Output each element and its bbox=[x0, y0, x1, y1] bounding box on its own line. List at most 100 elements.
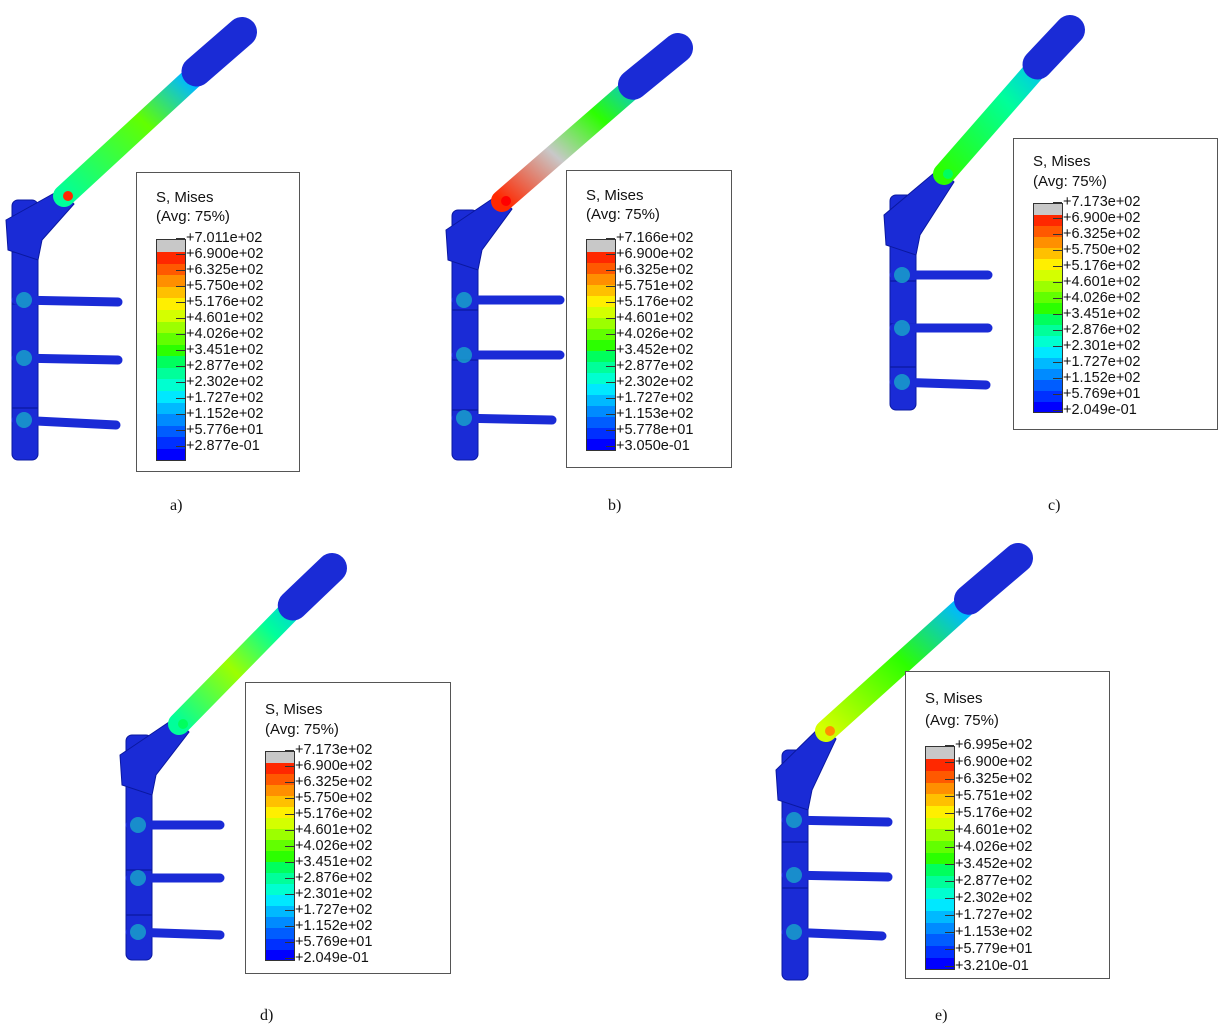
color-scale-segment bbox=[266, 752, 294, 763]
legend-tick: +6.900e+02 bbox=[1063, 211, 1140, 225]
color-scale-segment bbox=[926, 817, 954, 829]
stress-legend-c: S, Mises (Avg: 75%) +7.173e+02 +6.900e+0… bbox=[1013, 138, 1218, 430]
legend-tick: +2.877e+02 bbox=[955, 874, 1032, 888]
panel-c: S, Mises (Avg: 75%) +7.173e+02 +6.900e+0… bbox=[860, 0, 1218, 520]
caption-b: b) bbox=[608, 497, 621, 515]
legend-tick: +5.176e+02 bbox=[295, 807, 372, 821]
legend-tick: +2.877e+02 bbox=[186, 359, 263, 373]
color-scale-segment bbox=[926, 957, 954, 969]
stress-legend-a: S, Mises (Avg: 75%) +7.011e+02 +6.900e+0… bbox=[136, 172, 300, 472]
color-scale-segment bbox=[157, 391, 185, 403]
legend-subtitle: (Avg: 75%) bbox=[586, 206, 660, 223]
legend-tick: +7.173e+02 bbox=[295, 743, 372, 757]
color-scale-segment bbox=[266, 851, 294, 862]
panel-e: S, Mises (Avg: 75%) +6.995e+02 +6.900e+0… bbox=[760, 540, 1180, 1035]
legend-tick: +6.325e+02 bbox=[1063, 227, 1140, 241]
color-scale-segment bbox=[587, 439, 615, 451]
color-scale-segment bbox=[157, 240, 185, 252]
color-scale-segment bbox=[157, 367, 185, 379]
color-scale-segment bbox=[157, 448, 185, 460]
color-scale-segment bbox=[157, 298, 185, 310]
legend-tick: +7.011e+02 bbox=[186, 231, 262, 245]
stress-hotspot bbox=[501, 196, 511, 206]
legend-tick: +5.176e+02 bbox=[1063, 259, 1140, 273]
legend-title: S, Mises bbox=[265, 701, 323, 718]
color-scale-segment bbox=[157, 437, 185, 449]
arm-end-block bbox=[633, 48, 678, 85]
legend-tick: +5.769e+01 bbox=[295, 935, 372, 949]
color-scale-segment bbox=[926, 770, 954, 782]
color-scale-segment bbox=[926, 864, 954, 876]
legend-tick: +1.153e+02 bbox=[616, 407, 693, 421]
legend-tick: +5.769e+01 bbox=[1063, 387, 1140, 401]
color-scale-segment bbox=[1034, 259, 1062, 270]
legend-tick: +6.900e+02 bbox=[616, 247, 693, 261]
legend-tick: +1.727e+02 bbox=[186, 391, 263, 405]
panel-b: S, Mises (Avg: 75%) +7.166e+02 +6.900e+0… bbox=[420, 0, 820, 520]
legend-title: S, Mises bbox=[156, 189, 214, 206]
legend-tick: +7.166e+02 bbox=[616, 231, 693, 245]
legend-tick: +3.451e+02 bbox=[186, 343, 263, 357]
color-scale-segment bbox=[1034, 390, 1062, 401]
legend-tick: +3.451e+02 bbox=[1063, 307, 1140, 321]
legend-tick: +3.452e+02 bbox=[616, 343, 693, 357]
legend-tick: +6.900e+02 bbox=[295, 759, 372, 773]
legend-subtitle: (Avg: 75%) bbox=[1033, 173, 1107, 190]
color-scale-segment bbox=[266, 938, 294, 949]
caption-d: d) bbox=[260, 1007, 273, 1025]
panel-d: S, Mises (Avg: 75%) +7.173e+02 +6.900e+0… bbox=[100, 540, 500, 1035]
legend-tick: +5.751e+02 bbox=[616, 279, 693, 293]
finger-joint-stress bbox=[894, 374, 910, 390]
legend-tick: +2.301e+02 bbox=[295, 887, 372, 901]
legend-tick: +2.301e+02 bbox=[1063, 339, 1140, 353]
legend-tick: +1.152e+02 bbox=[186, 407, 263, 421]
color-scale-segment bbox=[1034, 237, 1062, 248]
stress-legend-e: S, Mises (Avg: 75%) +6.995e+02 +6.900e+0… bbox=[905, 671, 1110, 979]
legend-tick: +6.325e+02 bbox=[295, 775, 372, 789]
legend-subtitle: (Avg: 75%) bbox=[265, 721, 339, 738]
color-scale-segment bbox=[587, 406, 615, 418]
legend-tick: +2.302e+02 bbox=[616, 375, 693, 389]
legend-tick: +1.152e+02 bbox=[1063, 371, 1140, 385]
color-scale-segment bbox=[266, 774, 294, 785]
color-scale-segment bbox=[587, 240, 615, 252]
legend-tick: +6.325e+02 bbox=[616, 263, 693, 277]
legend-tick: +2.877e+02 bbox=[616, 359, 693, 373]
color-scale-segment bbox=[266, 763, 294, 774]
color-scale-segment bbox=[587, 262, 615, 274]
color-scale-segment bbox=[157, 414, 185, 426]
caption-a: a) bbox=[170, 497, 182, 515]
legend-title: S, Mises bbox=[1033, 153, 1091, 170]
legend-tick: +5.778e+01 bbox=[616, 423, 693, 437]
arm-end-block bbox=[969, 558, 1018, 600]
finger-joint-stress bbox=[16, 412, 32, 428]
finger-joint-stress bbox=[786, 812, 802, 828]
legend-tick: +5.750e+02 bbox=[295, 791, 372, 805]
caption-e: e) bbox=[935, 1007, 947, 1025]
color-scale-segment bbox=[1034, 313, 1062, 324]
color-scale-segment bbox=[587, 273, 615, 285]
finger-joint-stress bbox=[456, 410, 472, 426]
legend-tick: +4.601e+02 bbox=[616, 311, 693, 325]
arm-end-block bbox=[197, 32, 243, 72]
color-scale-segment bbox=[587, 384, 615, 396]
legend-tick: +4.026e+02 bbox=[955, 840, 1032, 854]
color-scale-segment bbox=[1034, 379, 1062, 390]
stress-hotspot bbox=[178, 719, 188, 729]
finger-joint-stress bbox=[130, 870, 146, 886]
legend-tick: +6.325e+02 bbox=[955, 772, 1032, 786]
legend-title: S, Mises bbox=[586, 187, 644, 204]
legend-tick: +2.876e+02 bbox=[295, 871, 372, 885]
color-scale-segment bbox=[157, 425, 185, 437]
color-scale-segment bbox=[587, 317, 615, 329]
legend-tick: +4.601e+02 bbox=[186, 311, 263, 325]
color-scale-segment bbox=[1034, 204, 1062, 215]
legend-tick: +1.727e+02 bbox=[616, 391, 693, 405]
legend-subtitle: (Avg: 75%) bbox=[925, 712, 999, 729]
legend-tick: +3.452e+02 bbox=[955, 857, 1032, 871]
color-scale-segment bbox=[157, 321, 185, 333]
legend-tick: +6.995e+02 bbox=[955, 738, 1032, 752]
color-scale-segment bbox=[926, 899, 954, 911]
panel-a: S, Mises (Avg: 75%) +7.011e+02 +6.900e+0… bbox=[0, 0, 400, 520]
legend-tick: +3.050e-01 bbox=[616, 439, 690, 453]
